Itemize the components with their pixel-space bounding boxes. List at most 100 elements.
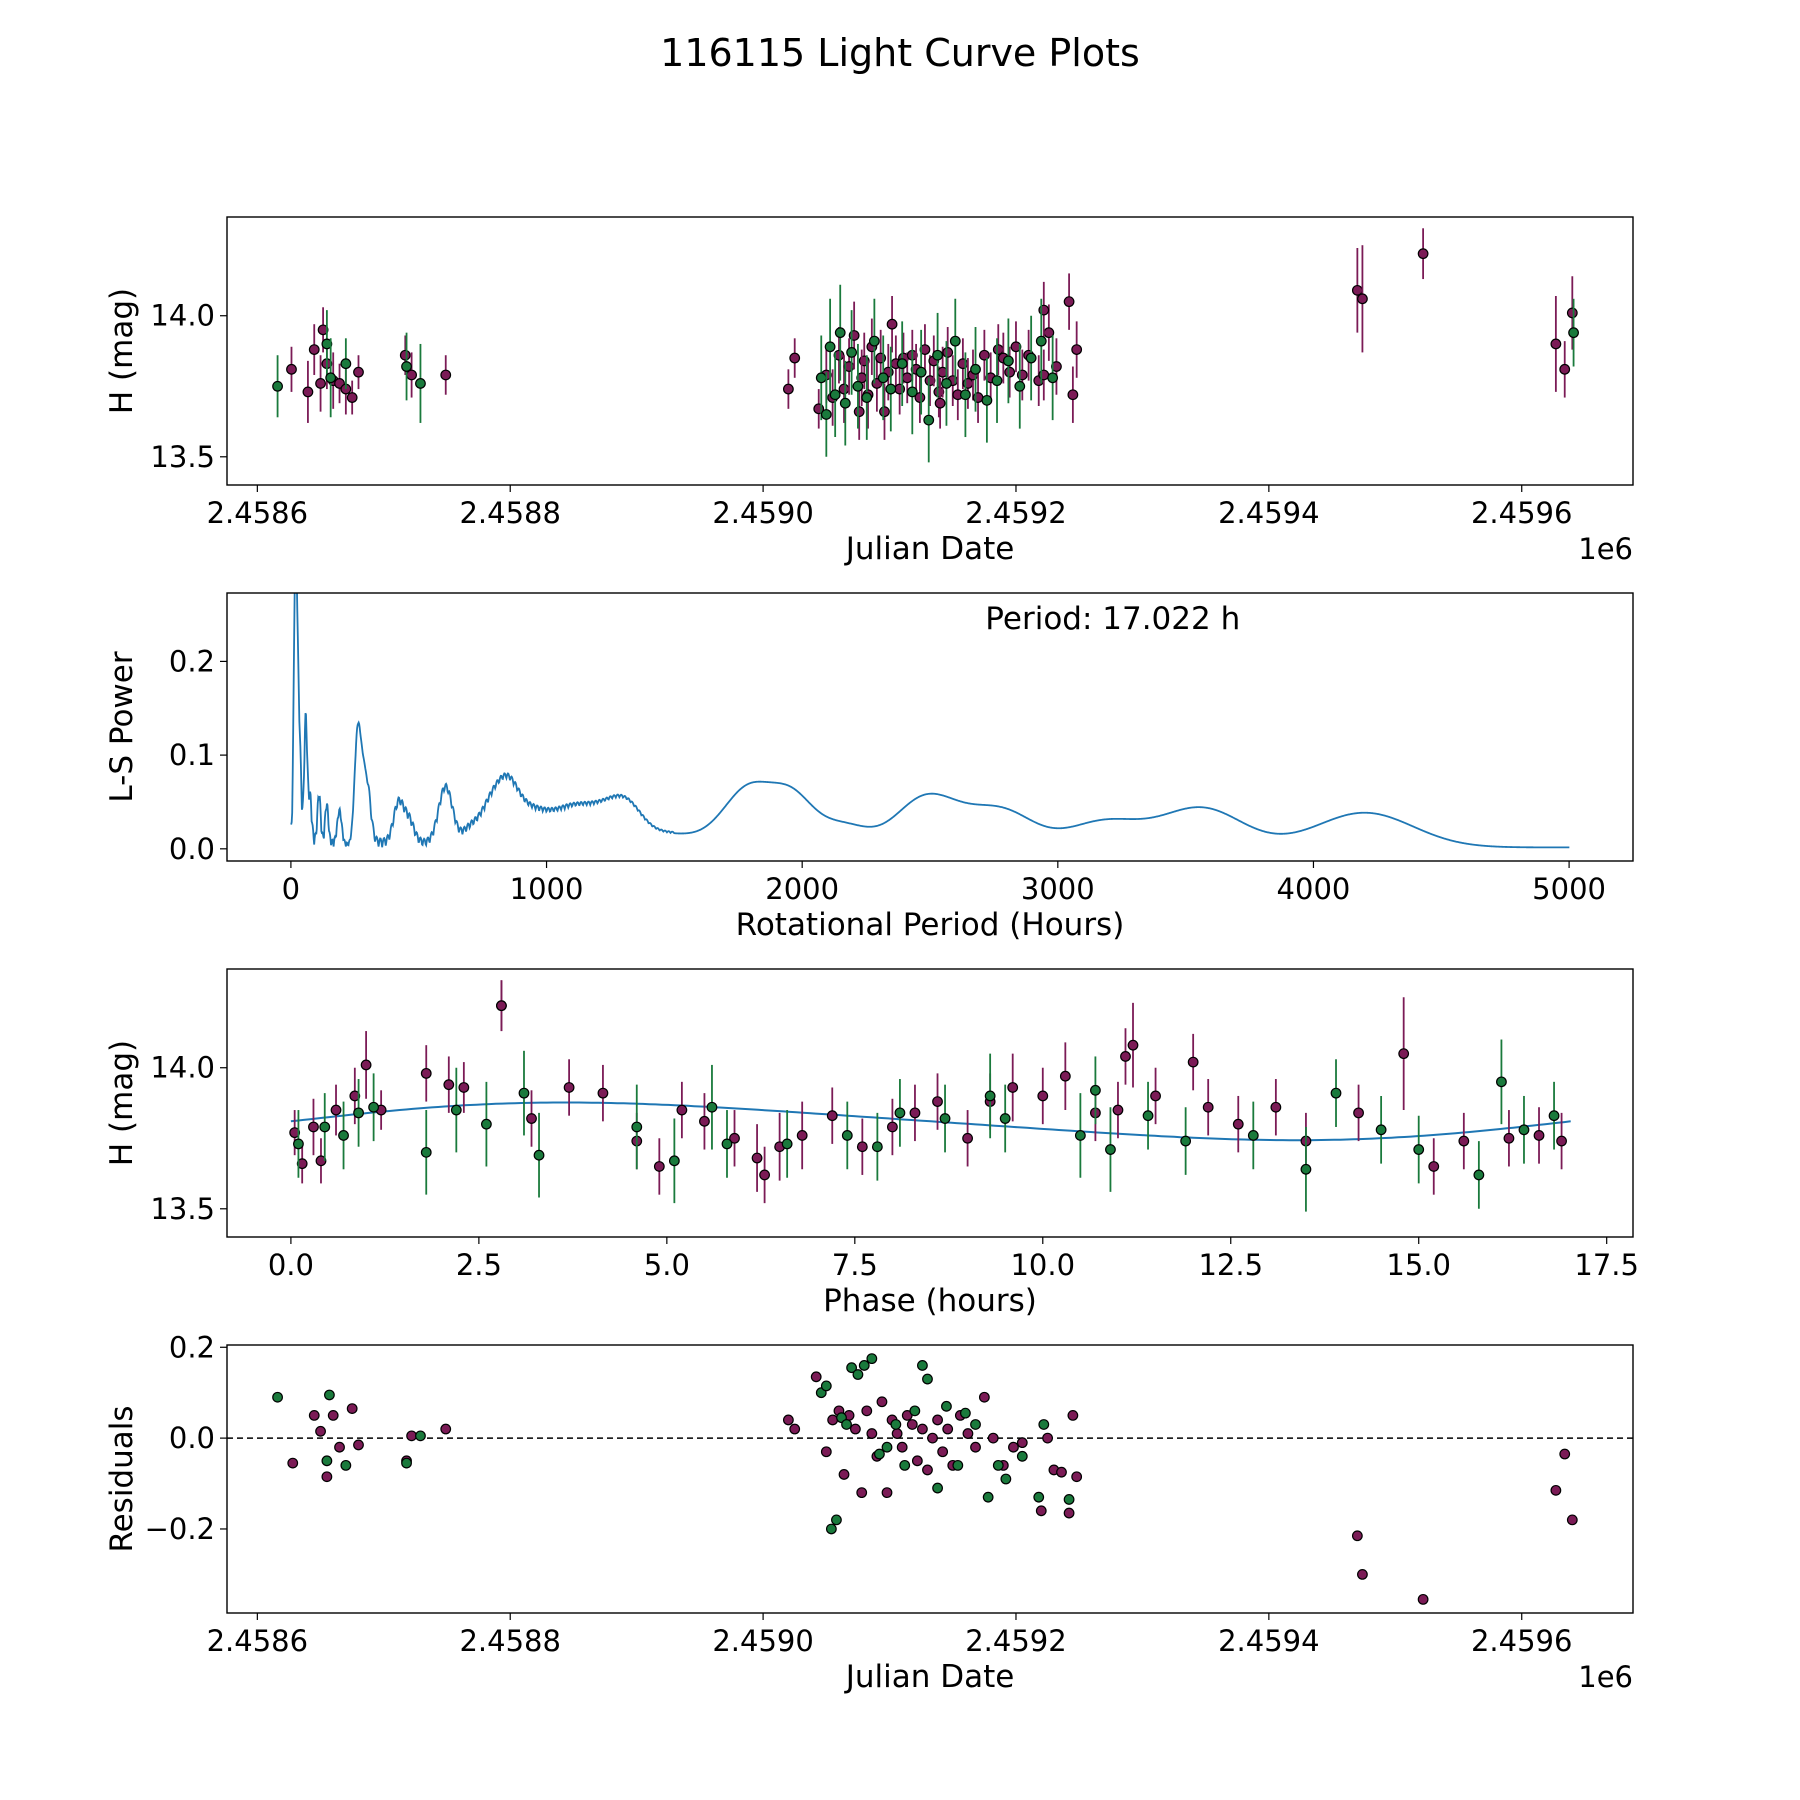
- data-point-r: [820, 1446, 832, 1458]
- data-point-g: [923, 414, 935, 426]
- data-point-g: [999, 1113, 1011, 1124]
- data-point-r: [978, 1391, 990, 1403]
- data-point-r: [1056, 1466, 1067, 1478]
- data-point-r: [1187, 1056, 1199, 1068]
- data-point-g: [1035, 335, 1047, 347]
- data-point-g: [1038, 1419, 1050, 1430]
- data-point-r: [1357, 1568, 1368, 1580]
- data-point-g: [1025, 352, 1037, 364]
- data-point-r: [896, 1441, 908, 1453]
- data-point-r: [406, 1430, 418, 1442]
- data-point-r: [315, 1155, 327, 1167]
- data-point-g: [1047, 372, 1059, 384]
- data-point-r: [308, 1410, 320, 1421]
- data-point-r: [856, 1487, 868, 1499]
- data-point-r: [653, 1161, 665, 1172]
- data-point-g: [533, 1149, 545, 1161]
- data-point-r: [782, 1414, 794, 1426]
- data-point-g: [401, 361, 412, 372]
- data-point-g: [899, 1459, 911, 1471]
- data-point-r: [420, 1067, 432, 1079]
- data-point-r: [962, 1428, 974, 1439]
- data-point-g: [1014, 380, 1026, 392]
- data-point-g: [420, 1146, 432, 1158]
- data-point-r: [987, 1432, 999, 1444]
- data-point-g: [325, 372, 337, 384]
- data-point-r: [901, 372, 913, 384]
- x-tick-label: 15.0: [1386, 1248, 1451, 1282]
- subplot-phase: 0.0 2.5 5.0 7.5 10.0 12.5 15.0 17.5 13.5 14.0 Phas…: [104, 968, 1639, 1319]
- data-point-g: [1473, 1169, 1485, 1181]
- data-point-r: [302, 386, 314, 398]
- data-point-g: [272, 1391, 283, 1403]
- data-point-r: [1059, 1070, 1071, 1082]
- x-tick-label: 5.0: [644, 1248, 690, 1282]
- data-point-g: [915, 366, 927, 378]
- data-point-r: [970, 1441, 981, 1453]
- data-point-r: [789, 352, 801, 364]
- data-point-g: [321, 338, 333, 350]
- plot-area-ls: [290, 593, 1570, 849]
- data-point-r: [881, 1487, 893, 1499]
- y-tick-label: 0.0: [169, 832, 215, 866]
- x-tick-label: 2.4590: [712, 496, 813, 530]
- data-point-r: [1008, 1441, 1019, 1453]
- data-point-r: [826, 1110, 838, 1122]
- data-point-r: [1067, 1410, 1079, 1421]
- model-fit-curve: [290, 1101, 1571, 1142]
- data-point-g: [824, 341, 836, 353]
- data-point-g: [881, 1441, 893, 1453]
- data-point-g: [952, 1459, 964, 1471]
- data-point-g: [970, 363, 981, 375]
- data-point-r: [496, 1000, 507, 1012]
- data-point-g: [1300, 1163, 1312, 1175]
- plot-area-res: [227, 1353, 1633, 1605]
- data-point-r: [942, 347, 954, 358]
- data-point-r: [1270, 1101, 1282, 1113]
- data-point-r: [932, 1096, 943, 1107]
- x-offset-label: 1e6: [1578, 1660, 1633, 1694]
- data-point-g: [706, 1101, 718, 1113]
- data-point-r: [346, 1403, 358, 1414]
- x-tick-label: 5000: [1532, 872, 1606, 906]
- data-point-r: [927, 1432, 938, 1444]
- data-point-r: [317, 324, 329, 336]
- data-point-r: [962, 1132, 973, 1144]
- data-point-g: [960, 389, 971, 401]
- subplot-res: 2.4586 2.4588 2.4590 2.4592 2.4594 2.4596 −0.2…: [104, 1330, 1634, 1695]
- data-point-r: [1063, 296, 1075, 308]
- data-point-g: [841, 1419, 852, 1430]
- data-point-r: [1112, 1104, 1124, 1116]
- data-point-g: [941, 378, 952, 389]
- data-point-r: [308, 344, 320, 355]
- data-point-r: [891, 1428, 903, 1439]
- subplots: 2.4586 2.4588 2.4590 2.4592 2.4594 2.4596 13.5…: [104, 216, 1639, 1695]
- data-point-g: [825, 1523, 837, 1535]
- data-point-r: [349, 1090, 361, 1102]
- data-point-r: [909, 1107, 921, 1119]
- data-point-g: [321, 1455, 333, 1467]
- data-point-g: [846, 1362, 858, 1374]
- data-point-r: [933, 386, 945, 398]
- data-point-r: [353, 1439, 364, 1451]
- data-point-r: [850, 1423, 861, 1435]
- data-point-r: [1503, 1132, 1515, 1144]
- data-point-g: [480, 1118, 492, 1130]
- data-point-r: [886, 318, 898, 330]
- data-point-g: [866, 1353, 878, 1365]
- data-point-g: [922, 1373, 933, 1385]
- data-point-r: [1566, 307, 1578, 319]
- data-point-g: [319, 1121, 331, 1133]
- data-point-r: [1071, 344, 1083, 355]
- data-point-g: [890, 1419, 902, 1430]
- data-point-g: [941, 1400, 952, 1412]
- data-point-r: [879, 406, 890, 418]
- data-point-g: [829, 389, 841, 401]
- data-point-g: [1002, 355, 1014, 367]
- x-tick-label: 2.4586: [207, 496, 308, 530]
- data-point-g: [852, 380, 864, 392]
- data-point-g: [721, 1138, 733, 1150]
- data-point-g: [868, 335, 880, 347]
- data-point-r: [919, 344, 931, 355]
- data-point-r: [810, 1371, 822, 1383]
